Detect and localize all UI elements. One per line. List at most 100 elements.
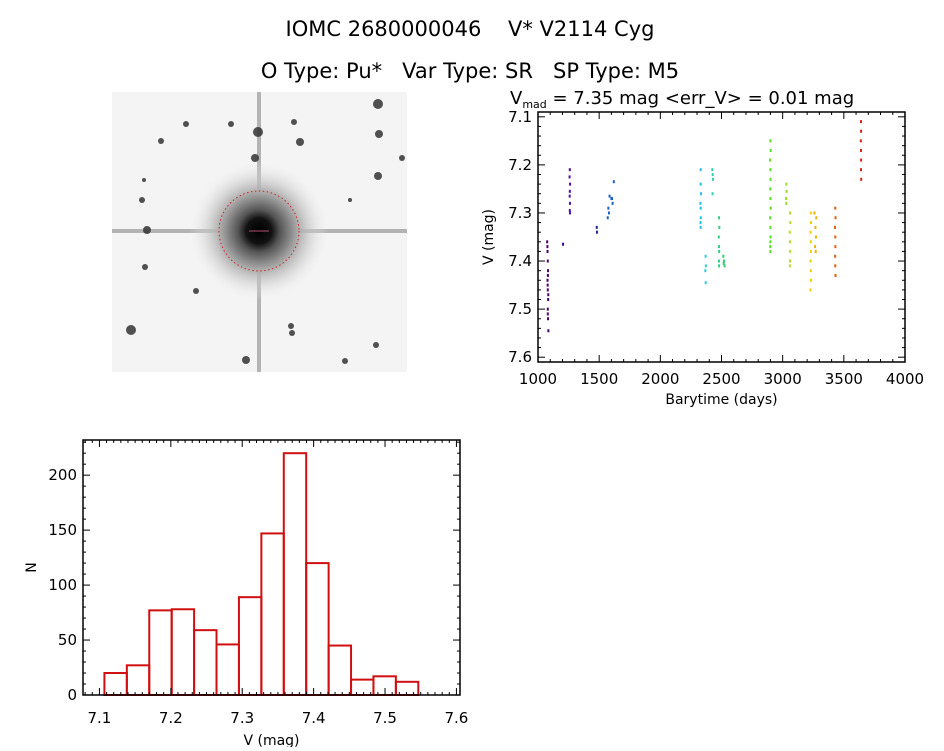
histogram-bar [260,532,285,696]
data-point [546,312,549,316]
data-point [546,283,549,287]
y-tick-label: 7.2 [508,156,532,174]
data-point [834,245,837,249]
data-point [785,201,788,205]
star [373,99,383,109]
y-axis-label: V (mag) [481,209,497,265]
data-point [809,259,812,263]
data-point [611,197,614,201]
y-tick-label: 150 [48,521,77,539]
star [289,330,295,336]
star [126,325,136,335]
data-point [834,216,837,220]
star [158,138,164,144]
figure-title: IOMC 2680000046 V* V2114 Cyg [286,17,655,41]
data-point [859,120,862,124]
histogram-bar [282,452,308,697]
data-point [711,168,714,172]
x-tick-label: 2000 [641,370,679,388]
data-point [699,221,702,225]
data-point [547,298,550,301]
data-point [547,269,550,273]
figure-subtitle: O Type: Pu* Var Type: SR SP Type: M5 [261,59,679,83]
plot-title: Vmad = 7.35 mag <err_V> = 0.01 mag [510,88,854,111]
data-point [769,235,772,239]
data-point [607,211,610,215]
x-axis-label: V (mag) [243,733,299,747]
data-point [859,139,862,143]
data-point [769,225,772,229]
histogram-bar [350,678,375,696]
data-point [834,235,837,239]
data-point [860,177,863,181]
data-point [860,158,863,162]
data-point [569,182,572,186]
x-tick-label: 3500 [825,370,863,388]
star [375,130,383,138]
data-point [809,249,812,253]
data-point [608,194,611,198]
data-point [595,225,598,229]
star [342,358,348,364]
histogram-bar [237,596,263,696]
data-point [562,242,565,246]
data-point [606,216,609,220]
histogram-bar [193,629,218,697]
x-tick-label: 3000 [764,370,802,388]
data-point [546,273,549,277]
data-point [769,206,772,210]
data-point [568,201,571,205]
x-tick-label: 7.5 [373,709,397,727]
data-point [704,269,707,273]
x-tick-label: 1000 [519,370,557,388]
field-stars [126,99,405,364]
data-point [717,235,720,239]
data-point [814,235,817,239]
data-point [546,307,549,311]
data-point [769,216,772,220]
data-point [568,189,571,193]
data-point [834,225,837,229]
x-tick-label: 7.1 [87,709,111,727]
data-point [568,194,571,198]
star [142,178,146,182]
x-tick-label: 1500 [580,370,618,388]
data-point [718,249,721,253]
data-point [717,259,720,263]
data-point [769,148,772,152]
data-point [859,148,862,152]
data-point [769,139,772,143]
star [373,342,379,348]
star [143,226,151,234]
star [242,356,250,364]
histogram-bar [305,562,330,696]
data-point [546,278,549,282]
histogram-bar [170,608,196,696]
data-point [814,245,817,249]
x-tick-label: 2500 [702,370,740,388]
x-axis-label: Barytime (days) [665,392,777,408]
data-point [789,259,792,263]
aperture-circle [218,190,300,272]
star [348,198,352,202]
data-point [704,281,707,285]
data-point [568,209,571,213]
star [251,154,259,162]
data-point [769,249,772,253]
histogram-bar [148,609,173,697]
data-point [809,230,812,234]
data-point [789,221,792,225]
data-point [546,245,549,249]
data-point [769,197,772,201]
data-point [810,221,813,225]
data-point [699,201,702,205]
y-tick-label: 0 [67,686,77,704]
star [399,155,405,161]
data-point [699,192,702,196]
data-point [769,245,772,249]
data-point [860,129,863,133]
data-point [769,158,772,162]
data-point [699,168,702,172]
star [296,138,304,146]
star [374,172,382,180]
